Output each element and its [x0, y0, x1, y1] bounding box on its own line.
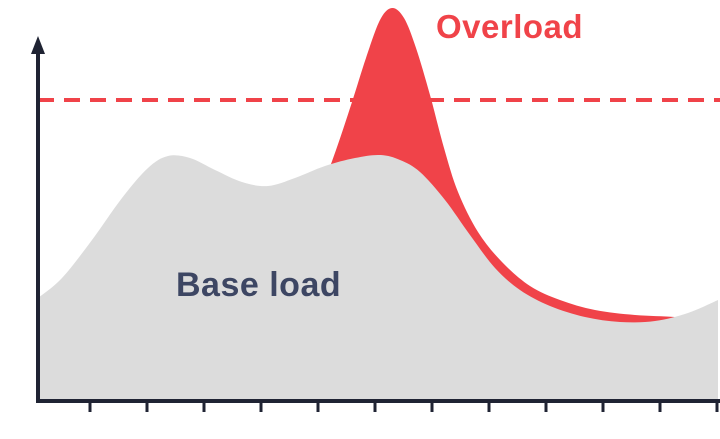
- y-axis-arrow-icon: [31, 36, 45, 54]
- overload-label: Overload: [436, 8, 584, 45]
- base-load-area-series: [38, 154, 718, 399]
- base-load-label: Base load: [176, 266, 342, 304]
- axes: [31, 36, 720, 412]
- x-axis-ticks: [88, 403, 719, 412]
